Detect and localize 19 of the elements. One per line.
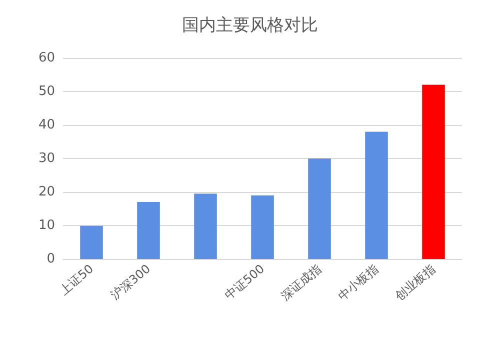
bar <box>194 194 217 259</box>
y-tick-label: 40 <box>38 118 55 132</box>
bar <box>251 195 274 259</box>
bar <box>422 84 445 259</box>
x-tick-label: 中小板指 <box>335 262 381 304</box>
y-tick-label: 10 <box>38 218 55 233</box>
bar <box>80 226 103 259</box>
bar <box>308 158 331 259</box>
y-tick-label: 50 <box>38 84 55 99</box>
bar <box>137 202 160 259</box>
x-tick-label: 上证50 <box>56 262 96 298</box>
y-tick-label: 20 <box>38 184 55 200</box>
y-tick-label: 0 <box>46 252 55 266</box>
chart-title: 国内主要风格对比 <box>182 16 318 36</box>
x-tick-label: 创业板指 <box>392 262 438 304</box>
y-tick-label: 60 <box>38 50 55 66</box>
x-tick-label: 深证成指 <box>278 262 324 304</box>
bar <box>365 132 388 259</box>
y-tick-label: 30 <box>38 151 55 166</box>
